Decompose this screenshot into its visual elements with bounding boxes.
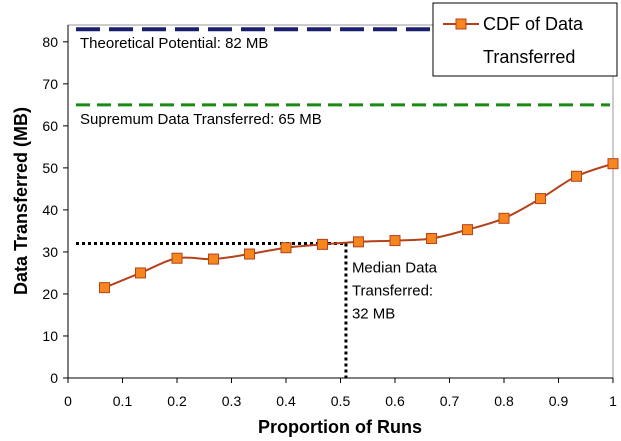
data-point [352, 236, 364, 248]
x-tick-label: 0.9 [549, 393, 569, 409]
data-point [461, 224, 473, 236]
plot-area [67, 24, 614, 379]
x-tick-label: 0.5 [331, 393, 351, 409]
x-tick-label: 0.3 [222, 393, 242, 409]
data-point [426, 232, 438, 244]
annotations: Theoretical Potential: 82 MB Supremum Dat… [80, 35, 438, 322]
x-tick-label: 1 [609, 393, 617, 409]
legend: CDF of Data Transferred [432, 2, 618, 77]
y-tick-label: 50 [42, 160, 58, 176]
axes [63, 25, 614, 383]
series-layer [99, 158, 619, 294]
x-axis-title: Proportion of Runs [258, 417, 422, 437]
tick-labels: 0 0.1 0.2 0.3 0.4 0.5 0.6 0.7 0.8 0.9 101020304050… [42, 34, 617, 409]
data-point [134, 267, 146, 279]
data-point [171, 252, 183, 264]
x-tick-label: 0.1 [113, 393, 133, 409]
median-label-line: 32 MB [352, 306, 395, 323]
data-point [99, 282, 111, 294]
supremum-label: Supremum Data Transferred: 65 MB [80, 111, 322, 128]
legend-label-line-2: Transferred [483, 47, 575, 67]
legend-box [432, 2, 618, 77]
y-tick-label: 60 [42, 118, 58, 134]
y-tick-label: 10 [42, 328, 58, 344]
y-tick-label: 0 [50, 370, 58, 386]
data-point [570, 170, 582, 182]
y-tick-label: 30 [42, 244, 58, 260]
y-tick-label: 40 [42, 202, 58, 218]
data-point [498, 212, 510, 224]
data-point [607, 158, 619, 170]
y-tick-label: 70 [42, 76, 58, 92]
x-tick-label: 0.4 [276, 393, 296, 409]
x-tick-label: 0.7 [440, 393, 460, 409]
median-label-line: Median Data [352, 260, 438, 277]
x-tick-label: 0.8 [494, 393, 514, 409]
x-tick-label: 0.6 [385, 393, 405, 409]
x-tick-label: 0.2 [167, 393, 187, 409]
y-tick-label: 20 [42, 286, 58, 302]
legend-series-marker [455, 18, 467, 30]
data-point [317, 238, 329, 250]
data-point [535, 193, 547, 205]
legend-label-line-1: CDF of Data [483, 14, 584, 34]
data-point [208, 253, 220, 265]
y-tick-label: 80 [42, 34, 58, 50]
theoretical-potential-label: Theoretical Potential: 82 MB [80, 35, 268, 52]
median-guide-lines [76, 242, 348, 378]
data-point [280, 242, 292, 254]
x-tick-label: 0 [64, 393, 72, 409]
data-point [389, 235, 401, 247]
median-label-line: Transferred: [352, 283, 433, 300]
y-axis-title: Data Transferred (MB) [11, 107, 31, 295]
data-point [243, 248, 255, 260]
